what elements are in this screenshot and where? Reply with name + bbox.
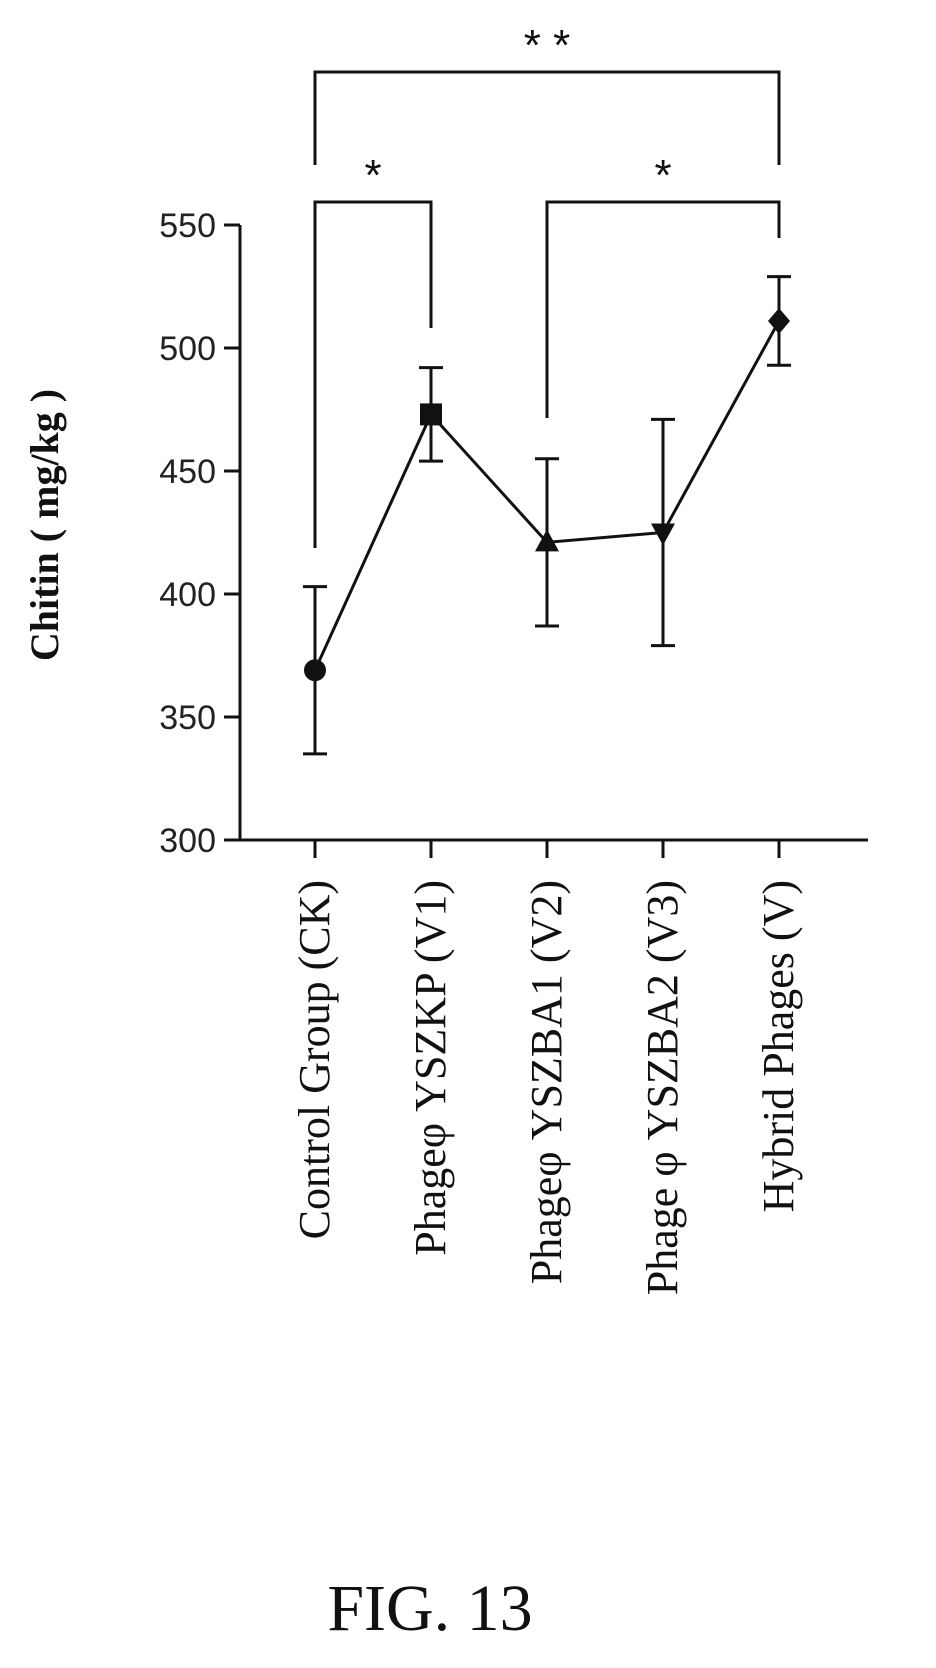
category-labels: Control Group (CK) Phageφ YSZKP (V1) Phage… [290, 840, 803, 1295]
bracket-2 [313, 70, 781, 165]
category-label-4: Hybrid Phages (V) [754, 880, 803, 1212]
category-label-1: Phageφ YSZKP (V1) [406, 880, 455, 1256]
y-tick-label-500: 500 [159, 330, 216, 368]
y-tick-label-400: 400 [159, 576, 216, 614]
figure-caption: FIG. 13 [327, 1572, 532, 1645]
bracket-label-0: * [364, 151, 381, 200]
data-point-0 [304, 659, 326, 682]
y-tick-label-550: 550 [159, 207, 216, 245]
series [303, 275, 791, 756]
y-axis-label: Chitin ( mg/kg ) [22, 389, 67, 661]
data-point-1 [420, 403, 442, 426]
data-point-4 [768, 307, 790, 334]
category-label-3: Phage φ YSZBA2 (V3) [638, 880, 687, 1295]
data-point-3 [651, 523, 675, 546]
y-tick-label-300: 300 [159, 822, 216, 860]
category-label-0: Control Group (CK) [290, 880, 339, 1239]
bracket-label-2: * * [524, 21, 570, 70]
category-label-2: Phageφ YSZBA1 (V2) [522, 880, 571, 1284]
data-point-2 [535, 529, 559, 552]
bracket-0 [313, 200, 433, 548]
significance-brackets: * * * * [313, 21, 781, 548]
axes [238, 225, 868, 842]
bracket-1 [545, 200, 781, 418]
y-tick-label-350: 350 [159, 699, 216, 737]
bracket-label-1: * [654, 151, 671, 200]
y-ticks: 300 350 400 450 500 550 [159, 207, 240, 860]
y-tick-label-450: 450 [159, 453, 216, 491]
